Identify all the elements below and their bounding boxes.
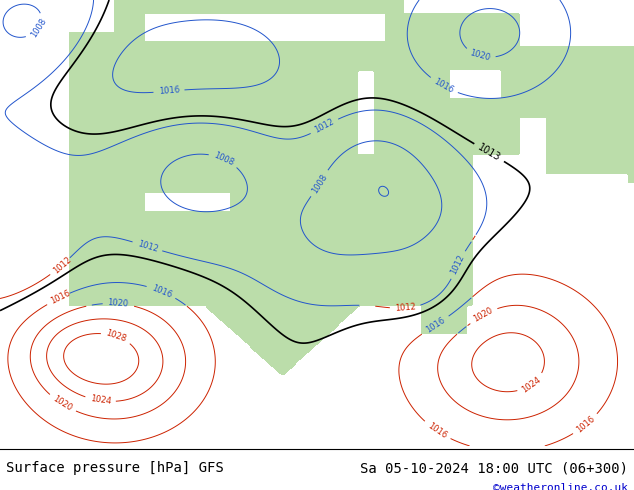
Text: 1024: 1024 [89,394,112,407]
Text: 1020: 1020 [51,394,74,413]
Text: 1012: 1012 [136,239,158,254]
Text: 1016: 1016 [158,86,180,97]
Text: 1016: 1016 [432,77,455,95]
Text: 1012: 1012 [394,303,416,313]
Text: 1016: 1016 [49,289,72,306]
Text: ©weatheronline.co.uk: ©weatheronline.co.uk [493,483,628,490]
Text: 1020: 1020 [472,306,495,324]
Text: Sa 05-10-2024 18:00 UTC (06+300): Sa 05-10-2024 18:00 UTC (06+300) [359,462,628,475]
Text: 1024: 1024 [521,375,543,394]
Text: 1020: 1020 [469,49,491,63]
Text: 1016: 1016 [426,421,448,441]
Text: 1008: 1008 [212,150,235,168]
Text: 1020: 1020 [107,298,129,309]
Text: 1016: 1016 [425,315,447,335]
Text: 1016: 1016 [150,283,173,299]
Text: 1012: 1012 [313,118,336,135]
Text: 1008: 1008 [310,172,329,195]
Text: 1016: 1016 [574,415,597,435]
Text: 1012: 1012 [51,254,73,275]
Text: 1013: 1013 [476,142,502,163]
Text: 1012: 1012 [450,253,467,276]
Text: 1008: 1008 [29,17,48,39]
Text: 1028: 1028 [105,329,127,344]
Text: Surface pressure [hPa] GFS: Surface pressure [hPa] GFS [6,462,224,475]
